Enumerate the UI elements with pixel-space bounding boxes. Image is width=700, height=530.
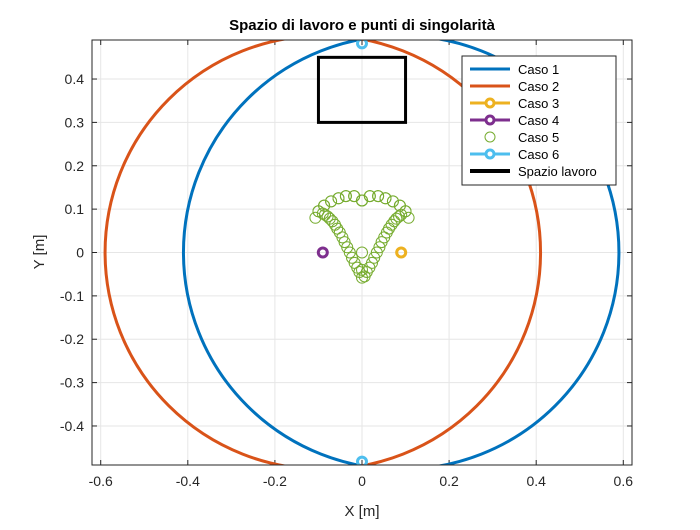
legend-label: Caso 3 <box>518 96 559 111</box>
y-tick-label: 0.4 <box>65 71 85 87</box>
data-point <box>402 211 415 224</box>
y-tick-label: 0.2 <box>65 158 85 174</box>
data-point <box>316 246 329 259</box>
legend-item: Caso 2 <box>470 79 559 94</box>
y-tick-label: 0 <box>76 245 84 261</box>
plot-area <box>103 40 621 465</box>
data-point <box>388 215 401 228</box>
y-tick-label: -0.2 <box>60 331 84 347</box>
legend-item: Caso 3 <box>470 96 559 111</box>
y-tick-label: 0.3 <box>65 114 85 130</box>
data-point <box>356 271 368 284</box>
series-caso-2 <box>103 40 542 465</box>
y-axis-title: Y [m] <box>31 235 48 270</box>
series-caso-3 <box>395 246 408 259</box>
data-point <box>372 190 385 203</box>
data-point <box>356 40 368 50</box>
y-tick-label: -0.1 <box>60 288 84 304</box>
x-tick-label: -0.2 <box>263 473 287 489</box>
x-tick-label: 0 <box>358 473 366 489</box>
data-point <box>395 246 408 259</box>
legend-label: Caso 1 <box>518 62 559 77</box>
x-axis: -0.6 -0.4 -0.2 0 0.2 0.4 0.6 <box>89 40 634 489</box>
legend: Caso 1 Caso 2 Caso 3 Caso 4 Caso 5 Caso 6 Spaz… <box>461 55 617 186</box>
data-point <box>385 218 398 231</box>
data-point <box>326 215 339 228</box>
legend-item: Caso 6 <box>470 147 559 162</box>
data-point <box>325 195 338 208</box>
series-caso-4 <box>316 246 329 259</box>
legend-marker <box>484 114 496 126</box>
series-spazio-lavoro <box>316 55 408 124</box>
data-point <box>393 210 406 223</box>
data-point <box>345 251 358 264</box>
data-point <box>332 192 345 205</box>
legend-label: Caso 2 <box>518 79 559 94</box>
data-point <box>318 199 331 212</box>
x-tick-label: 0.6 <box>614 473 634 489</box>
y-tick-label: 0.1 <box>65 201 85 217</box>
x-tick-label: -0.6 <box>89 473 113 489</box>
legend-label: Caso 5 <box>518 130 559 145</box>
legend-item: Caso 4 <box>470 113 559 128</box>
data-point <box>356 455 368 465</box>
series-caso-5 <box>309 190 415 284</box>
data-point <box>316 207 329 220</box>
y-tick-label: -0.3 <box>60 375 84 391</box>
data-point <box>379 192 392 205</box>
data-point <box>318 208 331 221</box>
series-line <box>182 40 621 465</box>
data-point <box>356 194 368 207</box>
legend-label: Spazio lavoro <box>518 164 597 179</box>
series-line <box>103 40 542 465</box>
y-axis: -0.4 -0.3 -0.2 -0.1 0 0.1 0.2 0.3 0.4 <box>60 71 632 434</box>
x-tick-label: -0.4 <box>176 473 200 489</box>
plot-frame <box>91 39 633 466</box>
y-tick-label: -0.4 <box>60 418 84 434</box>
workspace-rectangle <box>316 55 408 124</box>
data-point <box>363 190 376 203</box>
legend-marker <box>484 97 496 109</box>
data-point <box>356 246 368 259</box>
x-tick-label: 0.2 <box>439 473 459 489</box>
legend-item: Caso 1 <box>470 62 559 77</box>
data-point <box>339 190 352 203</box>
data-point <box>348 190 361 203</box>
legend-marker <box>484 148 496 160</box>
legend-label: Caso 4 <box>518 113 559 128</box>
chart-title: Spazio di lavoro e punti di singolarità <box>229 17 496 34</box>
data-point <box>395 208 408 221</box>
series-caso-6 <box>356 40 368 465</box>
legend-item: Caso 5 <box>484 130 559 145</box>
legend-item: Spazio lavoro <box>470 164 597 179</box>
legend-label: Caso 6 <box>518 147 559 162</box>
series-caso-1 <box>182 40 621 465</box>
data-point <box>356 263 368 276</box>
data-point <box>386 195 399 208</box>
data-point <box>373 241 386 254</box>
x-tick-label: 0.4 <box>526 473 546 489</box>
x-axis-title: X [m] <box>344 503 379 520</box>
data-point <box>366 256 379 269</box>
legend-swatch <box>484 131 496 143</box>
